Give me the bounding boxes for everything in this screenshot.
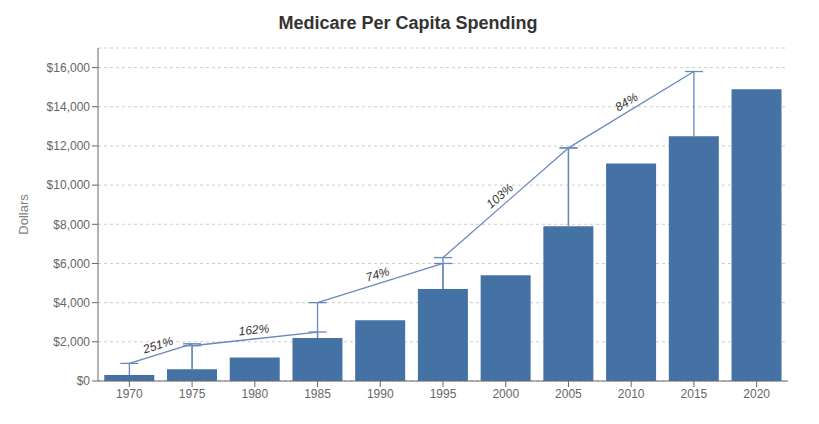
svg-text:1995: 1995 (430, 387, 457, 401)
svg-text:$12,000: $12,000 (47, 139, 91, 153)
svg-text:$14,000: $14,000 (47, 100, 91, 114)
svg-text:74%: 74% (364, 264, 391, 285)
svg-text:$2,000: $2,000 (53, 335, 90, 349)
svg-text:2010: 2010 (618, 387, 645, 401)
svg-text:84%: 84% (613, 90, 641, 115)
svg-text:$4,000: $4,000 (53, 296, 90, 310)
svg-text:1990: 1990 (367, 387, 394, 401)
svg-text:$0: $0 (77, 374, 91, 388)
svg-text:2020: 2020 (743, 387, 770, 401)
svg-text:$16,000: $16,000 (47, 61, 91, 75)
svg-text:251%: 251% (140, 334, 175, 357)
svg-text:$6,000: $6,000 (53, 257, 90, 271)
svg-text:2005: 2005 (555, 387, 582, 401)
svg-text:1980: 1980 (241, 387, 268, 401)
svg-text:162%: 162% (238, 321, 270, 338)
svg-text:2015: 2015 (681, 387, 708, 401)
svg-text:2000: 2000 (492, 387, 519, 401)
svg-text:Dollars: Dollars (16, 194, 31, 235)
html-text:Medicare Per Capita Spending: Medicare Per Capita Spending (278, 13, 538, 33)
svg-text:$10,000: $10,000 (47, 178, 91, 192)
svg-text:103%: 103% (484, 180, 517, 211)
svg-text:1970: 1970 (116, 387, 143, 401)
svg-text:1985: 1985 (304, 387, 331, 401)
svg-text:1975: 1975 (179, 387, 206, 401)
svg-text:$8,000: $8,000 (53, 218, 90, 232)
